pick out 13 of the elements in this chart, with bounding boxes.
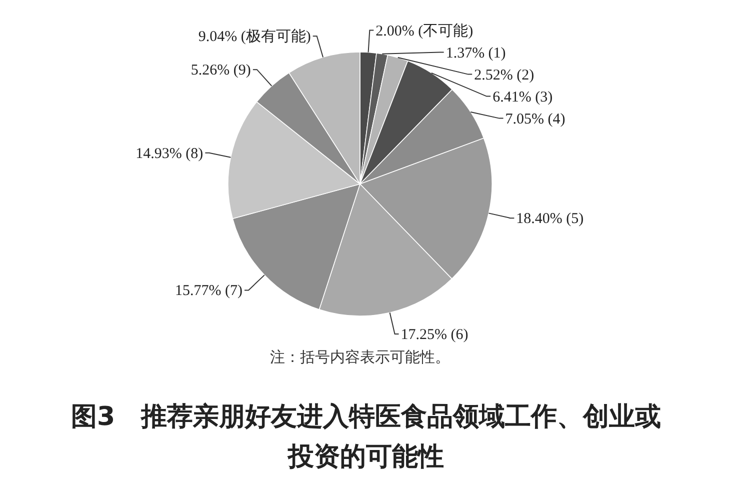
text: 图3 推荐亲朋好友进入特医食品领域工作、创业或投资的可能性 xyxy=(70,402,662,472)
slice-label: 2.00% (不可能) xyxy=(376,22,474,40)
slice-label: 17.25% (6) xyxy=(400,327,468,344)
text: 注：括号内容表示可能性。 xyxy=(270,348,450,366)
slice-label: 6.41% (3) xyxy=(492,89,553,106)
slice-label: 18.40% (5) xyxy=(516,211,584,228)
slice-label: 2.52% (2) xyxy=(474,67,534,84)
slice-label: 5.26% (9) xyxy=(190,62,251,79)
slice-label: 14.93% (8) xyxy=(136,146,204,162)
slice-label: 15.77% (7) xyxy=(175,283,243,300)
slice-label: 7.05% (4) xyxy=(505,111,566,128)
slice-label: 1.37% (1) xyxy=(446,45,506,62)
slice-label: 9.04% (极有可能) xyxy=(198,28,311,46)
